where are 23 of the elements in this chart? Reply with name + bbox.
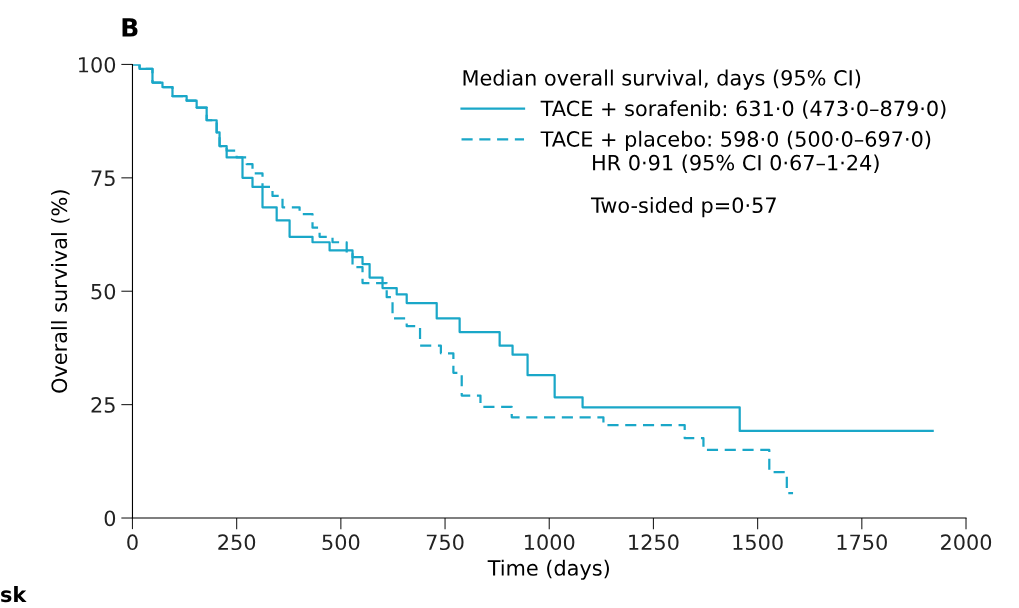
annotation: Two-sided p=0·57 [590, 196, 776, 218]
y-tick-label: 25 [91, 397, 115, 413]
x-axis-title: Time (days) [487, 559, 609, 580]
x-tick-label: 1250 [629, 534, 679, 551]
x-tick-label: 1750 [837, 534, 887, 551]
text: sk [1, 586, 27, 603]
legend-label: TACE + placebo: 598·0 (500·0–697·0) [540, 130, 931, 151]
y-tick-label: 75 [91, 170, 115, 187]
y-tick-label: 50 [91, 283, 116, 300]
x-tick-label: 1000 [525, 534, 575, 551]
annotation: HR 0·91 (95% CI 0·67–1·24) [593, 154, 879, 173]
legend-title: Median overall survival, days (95% CI) [463, 69, 861, 90]
legend-label: TACE + sorafenib: 631·0 (473·0–879·0) [540, 100, 946, 119]
y-axis-title: Overall survival (%) [51, 190, 70, 393]
x-tick-label: 1500 [733, 534, 783, 551]
y-tick-label: 0 [104, 510, 116, 527]
chart-title: B [122, 18, 138, 37]
x-tick-label: 2000 [941, 534, 992, 551]
x-tick-label: 0 [127, 534, 138, 551]
y-tick-label: 100 [79, 56, 116, 73]
x-tick-label: 750 [426, 534, 464, 551]
x-tick-label: 500 [322, 534, 360, 551]
x-tick-label: 250 [218, 534, 256, 551]
